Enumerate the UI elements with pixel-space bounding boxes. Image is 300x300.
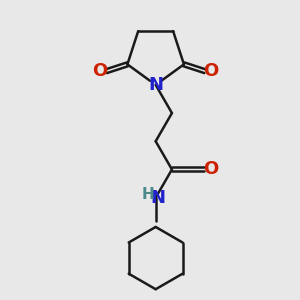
Text: O: O (203, 160, 218, 178)
Text: O: O (92, 62, 108, 80)
Text: N: N (150, 189, 165, 207)
Text: O: O (203, 62, 219, 80)
Text: H: H (141, 187, 154, 202)
Text: N: N (148, 76, 163, 94)
